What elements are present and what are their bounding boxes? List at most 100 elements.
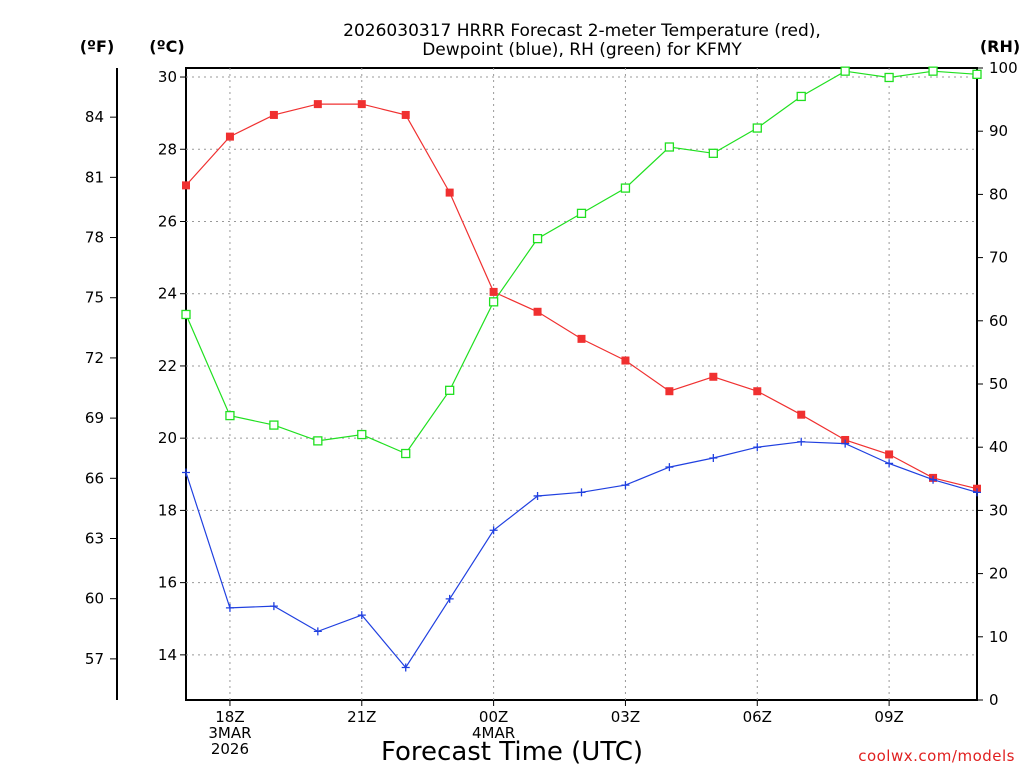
celsius-tick-label: 14 <box>158 646 177 664</box>
time-tick-label: 06Z <box>743 708 772 726</box>
rh-point <box>620 183 631 193</box>
temperature-point <box>489 287 498 296</box>
dewpoint-point <box>577 488 586 497</box>
temperature-point <box>357 100 366 109</box>
grid-lines <box>186 68 977 700</box>
time-tick-label: 00Z <box>479 708 508 726</box>
credit-text: coolwx.com/models <box>858 747 1015 765</box>
rh-point <box>313 436 323 446</box>
dewpoint-point <box>665 463 674 472</box>
celsius-tick-label: 24 <box>158 285 177 303</box>
temperature-point <box>665 387 674 396</box>
rh-point <box>972 69 982 79</box>
temperature-point <box>401 110 410 119</box>
fahrenheit-tick-label: 75 <box>85 289 104 307</box>
axis-ticks: 14 16 18 20 22 24 26 28 30 57 60 63 66 69 72 75 78 81 84 0 1… <box>85 59 1018 758</box>
temperature-point <box>533 307 542 316</box>
celsius-tick-label: 30 <box>158 68 177 86</box>
dewpoint-point <box>533 491 542 500</box>
plot-frame <box>185 67 978 701</box>
celsius-tick-label: 26 <box>158 212 177 230</box>
fahrenheit-tick-label: 69 <box>85 409 104 427</box>
temperature-point <box>709 372 718 381</box>
rh-point <box>401 448 411 459</box>
x-axis-label: Forecast Time (UTC) <box>381 737 643 767</box>
temperature-point <box>621 356 630 365</box>
rh-point <box>796 91 806 102</box>
rh-point <box>576 208 587 219</box>
dewpoint-point <box>973 488 981 497</box>
celsius-tick-label: 28 <box>158 140 177 158</box>
rh-line <box>185 70 978 455</box>
temperature-point <box>445 188 454 197</box>
dewpoint-point <box>357 611 366 620</box>
rh-tick-label: 0 <box>989 691 999 709</box>
dewpoint-point <box>621 481 630 490</box>
rh-tick-label: 60 <box>989 312 1008 330</box>
rh-tick-label: 50 <box>989 375 1008 393</box>
dewpoint-line <box>185 441 978 669</box>
fahrenheit-tick-label: 66 <box>85 469 104 487</box>
time-tick-label: 18Z <box>215 708 244 726</box>
rh-tick-label: 10 <box>989 628 1008 646</box>
dewpoint-point <box>797 437 806 446</box>
rh-point <box>181 309 191 320</box>
rh-tick-label: 70 <box>989 249 1008 267</box>
temperature-point <box>182 181 190 190</box>
dewpoint-point <box>885 459 894 468</box>
temperature-point <box>313 100 322 109</box>
dewpoint-point <box>269 602 278 611</box>
rh-point <box>840 66 850 76</box>
temperature-point <box>225 132 234 141</box>
fahrenheit-unit-label: (ºF) <box>80 37 115 56</box>
time-tick-label: 03Z <box>611 708 640 726</box>
celsius-unit-label: (ºC) <box>149 37 184 56</box>
dewpoint-point <box>841 439 850 448</box>
temperature-point <box>753 387 762 396</box>
rh-tick-label: 30 <box>989 501 1008 519</box>
dewpoint-point <box>445 594 454 603</box>
rh-tick-label: 90 <box>989 122 1008 140</box>
dewpoint-point <box>182 468 190 477</box>
celsius-tick-label: 20 <box>158 429 177 447</box>
rh-tick-label: 100 <box>989 59 1018 77</box>
temperature-point <box>797 410 806 419</box>
fahrenheit-tick-label: 57 <box>85 650 104 668</box>
fahrenheit-tick-label: 81 <box>85 168 104 186</box>
rh-point <box>708 148 718 158</box>
rh-point <box>664 142 675 152</box>
dewpoint-point <box>225 603 234 612</box>
chart-title-line-1: 2026030317 HRRR Forecast 2-meter Tempera… <box>343 21 821 41</box>
rh-point <box>752 123 762 133</box>
time-tick-label: 3MAR <box>208 724 251 742</box>
rh-point <box>884 72 894 83</box>
dewpoint-point <box>489 526 498 535</box>
celsius-tick-label: 16 <box>158 574 177 592</box>
chart-title-line-2: Dewpoint (blue), RH (green) for KFMY <box>422 40 742 60</box>
dewpoint-point <box>313 627 322 636</box>
celsius-tick-label: 22 <box>158 357 177 375</box>
dewpoint-point <box>929 475 938 484</box>
dewpoint-point <box>753 443 762 452</box>
fahrenheit-tick-label: 84 <box>85 108 104 126</box>
celsius-tick-label: 18 <box>158 501 177 519</box>
fahrenheit-tick-label: 63 <box>85 529 104 547</box>
dewpoint-point <box>401 663 410 672</box>
rh-tick-label: 80 <box>989 185 1008 203</box>
rh-point <box>488 297 499 307</box>
temperature-point <box>577 334 586 343</box>
temperature-point <box>885 450 894 459</box>
time-tick-label: 09Z <box>874 708 903 726</box>
rh-point <box>928 66 938 76</box>
fahrenheit-tick-label: 60 <box>85 590 104 608</box>
fahrenheit-tick-label: 72 <box>85 349 104 367</box>
rh-point <box>225 410 235 421</box>
rh-tick-label: 20 <box>989 565 1008 583</box>
rh-tick-label: 40 <box>989 438 1008 456</box>
rh-point <box>445 385 455 395</box>
temperature-point <box>269 110 278 119</box>
time-tick-label: 21Z <box>347 708 376 726</box>
temperature-line <box>185 103 978 490</box>
dewpoint-point <box>709 454 718 463</box>
